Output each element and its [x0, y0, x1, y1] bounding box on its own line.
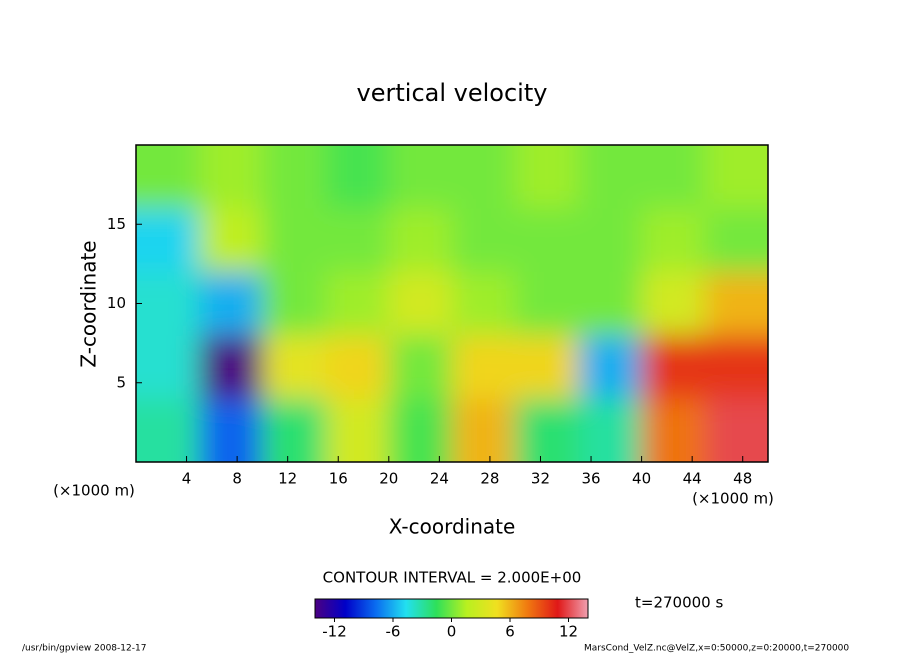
footer-left: /usr/bin/gpview 2008-12-17 [22, 644, 146, 654]
x-tick-label: 24 [430, 470, 449, 488]
colorbar-tick-label: -6 [386, 623, 401, 641]
field-cell [388, 398, 453, 462]
field-cell [199, 271, 264, 337]
x-tick-label: 4 [182, 470, 192, 488]
field-cell [388, 208, 453, 273]
field-cell [262, 398, 327, 462]
field-cell [515, 398, 580, 462]
field-cell [515, 145, 580, 210]
colorbar-tick-label: -12 [322, 623, 347, 641]
field-cell [704, 145, 768, 210]
field-cell [578, 145, 643, 210]
field-cell [325, 398, 390, 462]
y-axis-label: Z-coordinate [77, 240, 101, 367]
x-tick-label: 16 [329, 470, 348, 488]
field-cell [262, 335, 327, 400]
contour-interval: CONTOUR INTERVAL = 2.000E+00 [323, 569, 582, 587]
field-cell [388, 335, 453, 400]
field-cell [388, 145, 453, 210]
x-tick-label: 32 [531, 470, 550, 488]
field-cell [452, 208, 517, 273]
chart-title: vertical velocity [357, 79, 548, 107]
field-cell [136, 208, 201, 273]
field-cell [641, 145, 706, 210]
time-label: t=270000 s [635, 594, 723, 612]
field-cell [641, 335, 706, 400]
y-tick-label: 15 [107, 215, 126, 233]
y-tick-label: 10 [107, 294, 126, 312]
field-cell [578, 398, 643, 462]
x-unit: (×1000 m) [692, 490, 774, 508]
field-cell [325, 145, 390, 210]
cells [136, 145, 768, 462]
x-tick-label: 40 [632, 470, 651, 488]
field-cell [262, 145, 327, 210]
field-cell [452, 335, 517, 400]
field-cell [199, 145, 264, 210]
field-cell [578, 335, 643, 400]
field-cell [136, 335, 201, 400]
field-cell [452, 398, 517, 462]
field-cell [704, 398, 768, 462]
field-cell [704, 271, 768, 337]
x-tick-label: 28 [480, 470, 499, 488]
footer-right: MarsCond_VelZ.nc@VelZ,x=0:50000,z=0:2000… [584, 644, 849, 654]
field-cell [641, 398, 706, 462]
field-cell [452, 271, 517, 337]
field-cell [199, 208, 264, 273]
colorbar-tick-label: 6 [505, 623, 515, 641]
field-cell [704, 335, 768, 400]
field-cell [515, 335, 580, 400]
x-tick-label: 44 [683, 470, 702, 488]
field-cell [704, 208, 768, 273]
x-axis-label: X-coordinate [389, 515, 516, 539]
field-cell [262, 208, 327, 273]
colorbar-tick-label: 12 [559, 623, 578, 641]
field-cell [388, 271, 453, 337]
x-tick-label: 48 [733, 470, 752, 488]
colorbar [314, 598, 589, 619]
field-cell [578, 271, 643, 337]
y-tick-label: 5 [116, 373, 126, 391]
field-cell [641, 271, 706, 337]
x-tick-label: 12 [278, 470, 297, 488]
field-cell [136, 145, 201, 210]
field-cell [515, 271, 580, 337]
field-cell [325, 271, 390, 337]
x-tick-label: 20 [379, 470, 398, 488]
field-cell [262, 271, 327, 337]
x-tick-label: 8 [232, 470, 242, 488]
x-tick-label: 36 [581, 470, 600, 488]
field-cell [199, 398, 264, 462]
colorbar-tick-label: 0 [447, 623, 457, 641]
y-unit: (×1000 m) [53, 482, 135, 500]
field-cell [136, 398, 201, 462]
field-cell [452, 145, 517, 210]
field-cell [325, 335, 390, 400]
field-cell [515, 208, 580, 273]
field-cell [199, 335, 264, 400]
field-cell [578, 208, 643, 273]
field-cell [136, 271, 201, 337]
field-cell [325, 208, 390, 273]
field [136, 145, 768, 462]
field-cell [641, 208, 706, 273]
